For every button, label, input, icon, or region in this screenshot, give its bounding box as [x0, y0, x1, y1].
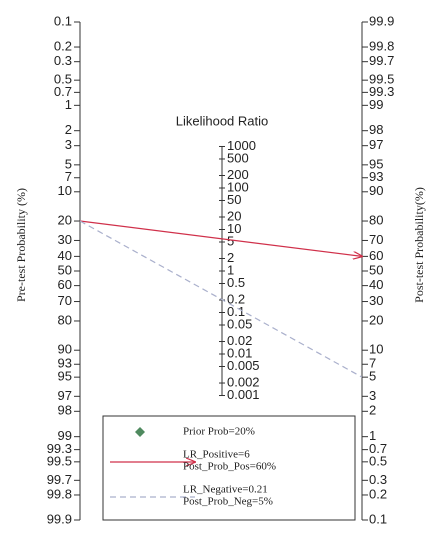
legend-label: LR_Positive=6 — [183, 449, 250, 461]
y-tick-label: 3 — [65, 137, 72, 152]
y2-tick-label: 40 — [369, 277, 383, 292]
y2-tick-label: 97 — [369, 137, 383, 152]
y-tick-label: 0.3 — [54, 53, 72, 68]
lr-tick-label: 100 — [227, 179, 249, 194]
y2-tick-label: 0.3 — [369, 472, 387, 487]
lr-tick-label: 0.02 — [227, 333, 252, 348]
y2-tick-label: 20 — [369, 312, 383, 327]
y-tick-label: 0.5 — [54, 72, 72, 87]
legend-label: LR_Negative=0.21 — [183, 484, 268, 496]
y-tick-label: 70 — [58, 293, 72, 308]
y-tick-label: 60 — [58, 277, 72, 292]
y2-tick-label: 60 — [369, 248, 383, 263]
y2-tick-label: 30 — [369, 293, 383, 308]
y2-axis-label: Post-test Probability(%) — [412, 187, 426, 303]
y2-tick-label: 7 — [369, 356, 376, 371]
y-tick-label: 30 — [58, 232, 72, 247]
y2-tick-label: 95 — [369, 156, 383, 171]
y-tick-label: 95 — [58, 369, 72, 384]
lr-tick-label: 1 — [227, 262, 234, 277]
y-tick-label: 99.3 — [47, 441, 72, 456]
nomogram-line — [79, 220, 363, 378]
lr-tick-label: 1000 — [227, 138, 256, 153]
nomogram-line — [79, 220, 362, 256]
y-tick-label: 7 — [65, 169, 72, 184]
lr-tick-label: 0.01 — [227, 345, 252, 360]
lr-axis-label: Likelihood Ratio — [176, 113, 269, 128]
y2-tick-label: 99.5 — [369, 72, 394, 87]
lr-tick-label: 0.2 — [227, 291, 245, 306]
y2-tick-label: 70 — [369, 232, 383, 247]
y2-tick-label: 5 — [369, 369, 376, 384]
lr-tick-label: 2 — [227, 250, 234, 265]
legend-label: Post_Prob_Neg=5% — [183, 496, 273, 508]
legend-marker — [135, 427, 145, 437]
y-tick-label: 50 — [58, 262, 72, 277]
legend-box — [102, 415, 356, 521]
y-tick-label: 20 — [58, 212, 72, 227]
lr-tick-label: 0.001 — [227, 387, 260, 402]
y-tick-label: 98 — [58, 403, 72, 418]
y-tick-label: 97 — [58, 388, 72, 403]
y2-tick-label: 80 — [369, 212, 383, 227]
y-tick-label: 40 — [58, 248, 72, 263]
y-tick-label: 99.7 — [47, 472, 72, 487]
lr-tick-label: 0.002 — [227, 374, 260, 389]
y2-tick-label: 1 — [369, 428, 376, 443]
y2-tick-label: 50 — [369, 262, 383, 277]
lr-tick-label: 0.005 — [227, 358, 260, 373]
y2-tick-label: 99 — [369, 97, 383, 112]
y-tick-label: 0.2 — [54, 38, 72, 53]
y2-tick-label: 90 — [369, 183, 383, 198]
y-tick-label: 99.8 — [47, 486, 72, 501]
y-tick-label: 2 — [65, 122, 72, 137]
y-tick-label: 99 — [58, 428, 72, 443]
y-tick-label: 90 — [58, 342, 72, 357]
y2-tick-label: 2 — [369, 403, 376, 418]
y2-tick-label: 3 — [369, 388, 376, 403]
legend-label: Prior Prob=20% — [183, 426, 255, 438]
y2-tick-label: 0.5 — [369, 453, 387, 468]
y-tick-label: 0.1 — [54, 13, 72, 28]
y-tick-label: 10 — [58, 183, 72, 198]
y2-tick-label: 99.9 — [369, 13, 394, 28]
y-tick-label: 99.9 — [47, 511, 72, 526]
lr-tick-label: 20 — [227, 208, 241, 223]
y2-tick-label: 0.2 — [369, 486, 387, 501]
y2-tick-label: 99.3 — [369, 84, 394, 99]
lr-tick-label: 500 — [227, 150, 249, 165]
y-tick-label: 1 — [65, 97, 72, 112]
y2-tick-label: 93 — [369, 169, 383, 184]
legend-label: Post_Prob_Pos=60% — [183, 461, 276, 473]
y-tick-label: 0.7 — [54, 84, 72, 99]
y2-tick-label: 10 — [369, 342, 383, 357]
y-tick-label: 99.5 — [47, 453, 72, 468]
y-tick-label: 93 — [58, 356, 72, 371]
lr-tick-label: 0.1 — [227, 304, 245, 319]
lr-tick-label: 5 — [227, 233, 234, 248]
y2-tick-label: 99.8 — [369, 38, 394, 53]
y2-tick-label: 0.1 — [369, 511, 387, 526]
lr-tick-label: 0.05 — [227, 316, 252, 331]
lr-tick-label: 10 — [227, 221, 241, 236]
y2-tick-label: 0.7 — [369, 441, 387, 456]
lr-tick-label: 0.5 — [227, 275, 245, 290]
lr-tick-label: 200 — [227, 167, 249, 182]
y2-tick-label: 99.7 — [369, 53, 394, 68]
y-tick-label: 5 — [65, 156, 72, 171]
y-tick-label: 80 — [58, 312, 72, 327]
y-axis-label: Pre-test Probability (%) — [14, 188, 28, 302]
lr-tick-label: 50 — [227, 192, 241, 207]
y2-tick-label: 98 — [369, 122, 383, 137]
